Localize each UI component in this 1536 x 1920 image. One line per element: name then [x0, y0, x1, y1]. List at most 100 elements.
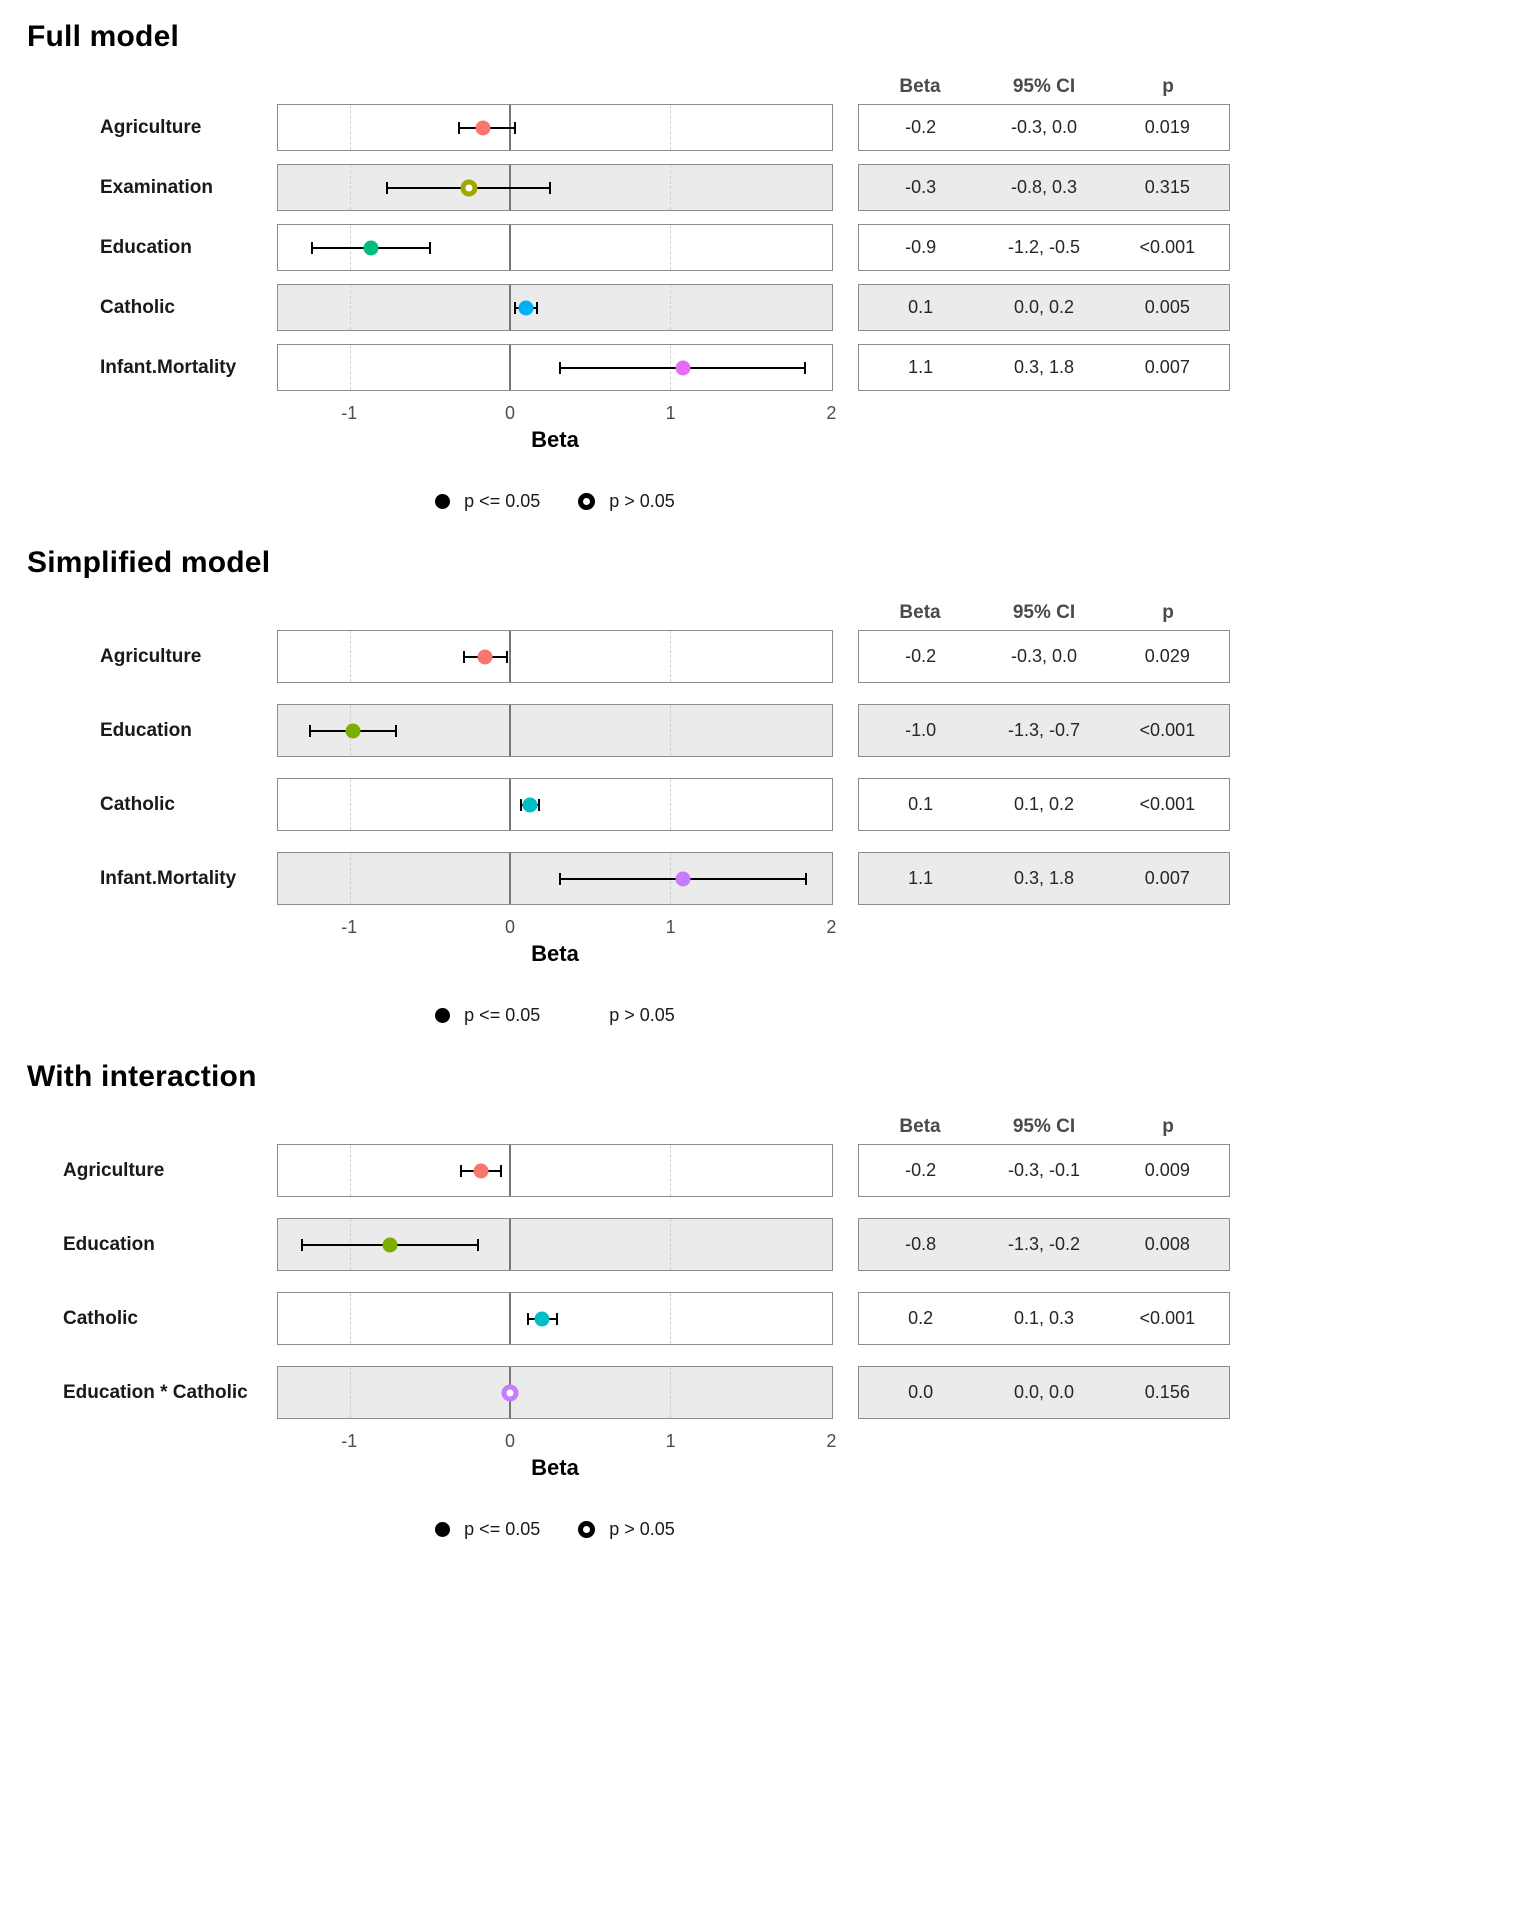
- panel-title: Full model: [27, 20, 179, 53]
- panel-title: Simplified model: [27, 546, 271, 579]
- dashed-gridline: [670, 105, 672, 150]
- table-cell-p: 0.019: [1144, 117, 1190, 137]
- ci-cap-right: [395, 724, 398, 737]
- dashed-gridline: [350, 853, 352, 904]
- row-label-text: Education: [100, 236, 192, 258]
- ci-cap-left: [526, 1312, 529, 1325]
- table-cell-ci: 0.0, 0.0: [1013, 1382, 1075, 1402]
- table-row: 1.1 0.3, 1.8 0.007: [858, 852, 1230, 905]
- spacer: [0, 399, 277, 425]
- point-estimate: [675, 360, 691, 375]
- x-axis-title: Beta: [531, 941, 579, 966]
- spacer: [833, 284, 858, 331]
- forest-table-row: Agriculture -0.2 -0.3, -0.1 0.009: [0, 1144, 1536, 1197]
- table-header-row: Beta 95% CI p: [0, 596, 1536, 624]
- row-label-text: Catholic: [100, 296, 175, 318]
- table-cell-beta: 0.0: [908, 1382, 934, 1402]
- table-cell-beta: -1.0: [905, 720, 937, 740]
- forest-table-row: Examination -0.3 -0.8, 0.3 0.315: [0, 164, 1536, 211]
- forest-table-row: Education * Catholic 0.0 0.0, 0.0 0.156: [0, 1366, 1536, 1419]
- forest-table-row: Education -0.9 -1.2, -0.5 <0.001: [0, 224, 1536, 271]
- table-row: -0.9 -1.2, -0.5 <0.001: [858, 224, 1230, 271]
- forest-table-row: Catholic 0.1 0.0, 0.2 0.005: [0, 284, 1536, 331]
- ci-cap-right: [499, 1164, 502, 1177]
- spacer: [0, 913, 277, 939]
- forest-plot-cell: [277, 104, 833, 151]
- spacer: [833, 630, 858, 683]
- table-cell-p: 0.008: [1144, 1234, 1190, 1254]
- x-axis: -1 0 1 2: [277, 399, 837, 425]
- table-cell-p: 0.029: [1144, 646, 1190, 666]
- x-tick: 2: [826, 1431, 837, 1451]
- ci-cap-left: [457, 121, 460, 134]
- spacer: [858, 399, 1230, 425]
- table-column-headers: Beta 95% CI p: [858, 1116, 1230, 1138]
- spacer: [833, 399, 858, 425]
- forest-plot-cell: [277, 852, 833, 905]
- table-cell-beta: 0.1: [908, 794, 934, 814]
- legend-label-significant: p <= 0.05: [464, 1519, 541, 1539]
- x-axis-title-row: Beta: [0, 941, 1536, 967]
- x-tick: 2: [826, 403, 837, 423]
- row-label: Agriculture: [0, 104, 277, 151]
- table-header-row: Beta 95% CI p: [0, 70, 1536, 98]
- table-cell-beta: -0.8: [905, 1234, 937, 1254]
- table-row: -0.2 -0.3, 0.0 0.019: [858, 104, 1230, 151]
- dashed-gridline: [670, 1219, 672, 1270]
- point-estimate: [477, 649, 493, 664]
- row-label: Catholic: [0, 284, 277, 331]
- legend-label-significant: p <= 0.05: [464, 491, 541, 511]
- forest-table-row: Education -0.8 -1.3, -0.2 0.008: [0, 1218, 1536, 1271]
- x-axis-row: -1 0 1 2: [0, 913, 1536, 939]
- ci-cap-left: [558, 872, 561, 885]
- x-axis-row: -1 0 1 2: [0, 1427, 1536, 1453]
- row-label-text: Catholic: [63, 1307, 138, 1329]
- legend-item-significant: p <= 0.05: [435, 1005, 540, 1026]
- row-label-text: Catholic: [100, 793, 175, 815]
- ci-cap-left: [310, 241, 313, 254]
- dashed-gridline: [670, 1293, 672, 1344]
- forest-plot-figure: Full model Beta 95% CI p Agriculture -0.2 -0.3…: [0, 20, 1536, 1540]
- table-row: 0.1 0.0, 0.2 0.005: [858, 284, 1230, 331]
- ci-cap-left: [459, 1164, 462, 1177]
- zero-reference-line: [509, 705, 512, 756]
- ci-cap-right: [805, 872, 808, 885]
- table-cell-p: 0.007: [1144, 357, 1190, 377]
- dashed-gridline: [350, 105, 352, 150]
- row-label: Infant.Mortality: [0, 852, 277, 905]
- ci-cap-right: [803, 361, 806, 374]
- x-tick: 1: [665, 403, 676, 423]
- x-axis-title: Beta: [531, 427, 579, 452]
- x-tick: 0: [504, 403, 516, 423]
- panel-2: Simplified model Beta 95% CI p Agriculture -0…: [0, 546, 1536, 1026]
- table-cell-ci: -0.8, 0.3: [1010, 177, 1078, 197]
- legend-filled-marker: [435, 1522, 451, 1537]
- table-cell-beta: 1.1: [908, 357, 934, 377]
- point-estimate: [475, 120, 491, 135]
- col-header-ci: 95% CI: [1012, 76, 1076, 97]
- table-row: 0.1 0.1, 0.2 <0.001: [858, 778, 1230, 831]
- legend: p <= 0.05 p > 0.05: [277, 1005, 833, 1026]
- x-axis-title-row: Beta: [0, 1455, 1536, 1481]
- table-row: -0.2 -0.3, 0.0 0.029: [858, 630, 1230, 683]
- forest-plot-cell: [277, 704, 833, 757]
- zero-reference-line: [509, 285, 512, 330]
- table-cell-beta: -0.2: [905, 646, 937, 666]
- legend-label-nonsignificant: p > 0.05: [609, 1005, 675, 1025]
- table-row: -0.8 -1.3, -0.2 0.008: [858, 1218, 1230, 1271]
- forest-plot-cell: [277, 630, 833, 683]
- ci-cap-right: [505, 650, 508, 663]
- table-cell-ci: -0.3, -0.1: [1007, 1160, 1081, 1180]
- forest-plot-cell: [277, 1366, 833, 1419]
- forest-table-row: Infant.Mortality 1.1 0.3, 1.8 0.007: [0, 852, 1536, 905]
- table-row: 1.1 0.3, 1.8 0.007: [858, 344, 1230, 391]
- forest-table-row: Agriculture -0.2 -0.3, 0.0 0.019: [0, 104, 1536, 151]
- point-estimate: [522, 797, 538, 812]
- col-header-beta: Beta: [899, 602, 941, 623]
- table-cell-beta: 0.1: [908, 297, 934, 317]
- row-label: Education: [0, 704, 277, 757]
- spacer: [858, 1427, 1230, 1453]
- ci-cap-left: [309, 724, 312, 737]
- point-estimate: [382, 1237, 398, 1252]
- row-label-text: Agriculture: [100, 116, 202, 138]
